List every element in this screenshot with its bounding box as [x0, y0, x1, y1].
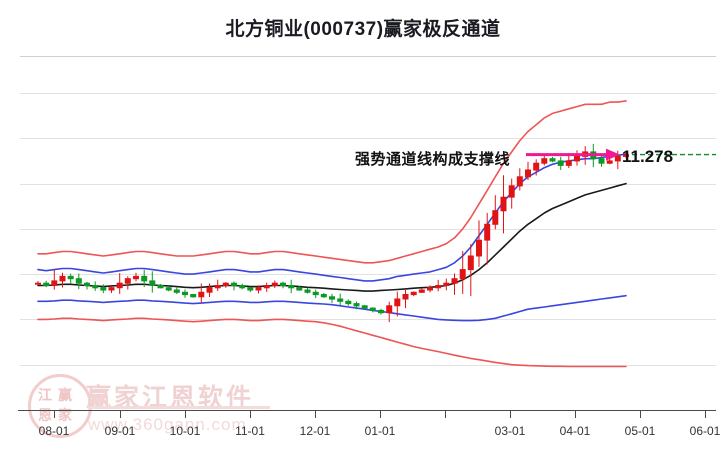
x-axis-tick [185, 411, 186, 418]
annotation-layer [20, 56, 716, 410]
x-axis-tick [380, 411, 381, 418]
x-axis-tick-label: 01-01 [365, 424, 396, 438]
x-axis-tick [250, 411, 251, 418]
y-axis-tick-label: 14 [718, 86, 726, 100]
y-axis-tick-label: 4 [718, 312, 726, 326]
x-axis-tick-label: 11-01 [235, 424, 265, 438]
x-axis-tick-label: 09-01 [105, 424, 136, 438]
x-axis-tick [705, 411, 706, 418]
x-axis-tick [510, 411, 511, 418]
stock-chart-root: 北方铜业(000737)赢家极反通道 江 赢 恩 家 赢家江恩软件 www.36… [0, 0, 726, 450]
support-line-annotation: 强势通道线构成支撑线 [355, 148, 510, 169]
current-price-label: 11.278 [622, 147, 673, 167]
y-axis-tick-label: 8 [718, 222, 726, 236]
x-axis-line [18, 410, 716, 411]
annotation-arrow-head [606, 149, 620, 161]
x-axis-tick-label: 06-01 [690, 424, 721, 438]
x-axis-tick [120, 411, 121, 418]
x-axis-tick [640, 411, 641, 418]
y-axis-tick-label: 2 [718, 358, 726, 372]
x-axis-tick-label: 12-01 [300, 424, 331, 438]
page-title: 北方铜业(000737)赢家极反通道 [0, 14, 726, 41]
x-axis-tick [54, 411, 55, 418]
x-axis-tick-label: 03-01 [495, 424, 526, 438]
y-axis-tick-label: 12 [718, 131, 726, 145]
y-axis-tick-label: 10 [718, 177, 726, 191]
x-axis-tick [445, 411, 446, 418]
y-axis-tick-label: 0 [718, 403, 726, 417]
x-axis-tick-label: 05-01 [625, 424, 656, 438]
x-axis-tick [315, 411, 316, 418]
plot-area [20, 56, 716, 410]
x-axis-tick-label: 04-01 [560, 424, 591, 438]
y-axis-tick-label: 6 [718, 267, 726, 281]
x-axis-tick-label: 10-01 [170, 424, 201, 438]
x-axis-tick [575, 411, 576, 418]
x-axis-tick-label: 08-01 [39, 424, 70, 438]
